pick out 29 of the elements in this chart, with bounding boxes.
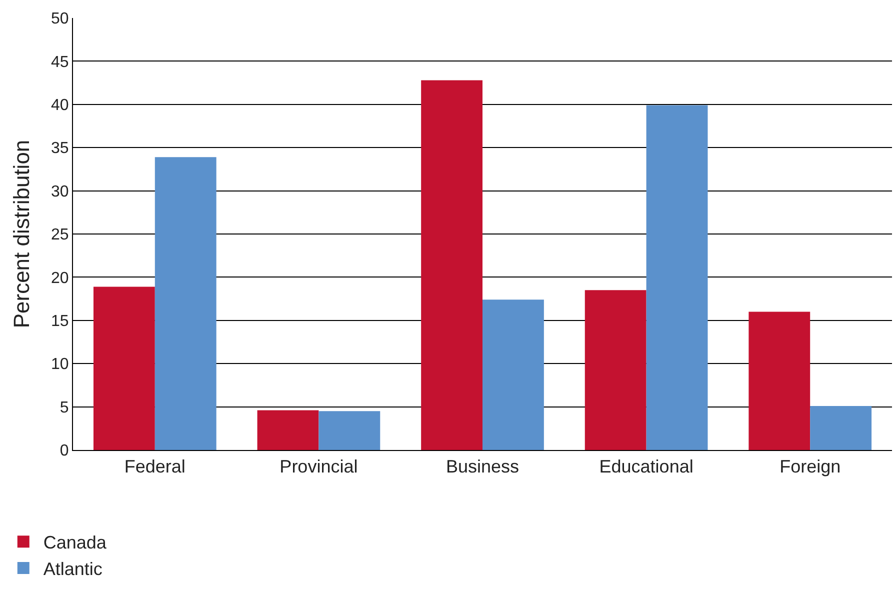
legend-label: Atlantic	[43, 559, 102, 580]
bar	[748, 312, 810, 450]
bar	[93, 286, 155, 450]
bar	[810, 406, 872, 450]
bar	[482, 300, 544, 450]
y-axis-title: Percent distribution	[8, 140, 34, 328]
x-tick-label: Federal	[124, 456, 186, 477]
bar	[154, 157, 216, 450]
y-tick-label: 45	[51, 54, 69, 71]
legend-label: Canada	[43, 532, 108, 553]
y-tick-label: 5	[60, 399, 69, 416]
bar	[421, 80, 482, 450]
y-tick-label: 10	[51, 356, 69, 374]
x-tick-label: Educational	[599, 456, 694, 477]
bar	[257, 410, 319, 450]
x-tick-label: Business	[446, 456, 520, 477]
bar	[584, 290, 646, 450]
y-tick-label: 40	[51, 97, 69, 114]
y-tick-label: 15	[51, 313, 69, 330]
y-tick-label: 30	[51, 183, 69, 200]
x-tick-label: Foreign	[780, 456, 841, 477]
x-tick-label: Provincial	[280, 456, 358, 477]
y-tick-label: 50	[51, 10, 69, 28]
y-tick-label: 20	[51, 270, 69, 287]
y-tick-label: 0	[60, 442, 69, 460]
y-tick-label: 25	[51, 226, 69, 244]
bar	[318, 411, 380, 450]
bar	[646, 105, 708, 450]
y-tick-label: 35	[51, 140, 69, 158]
